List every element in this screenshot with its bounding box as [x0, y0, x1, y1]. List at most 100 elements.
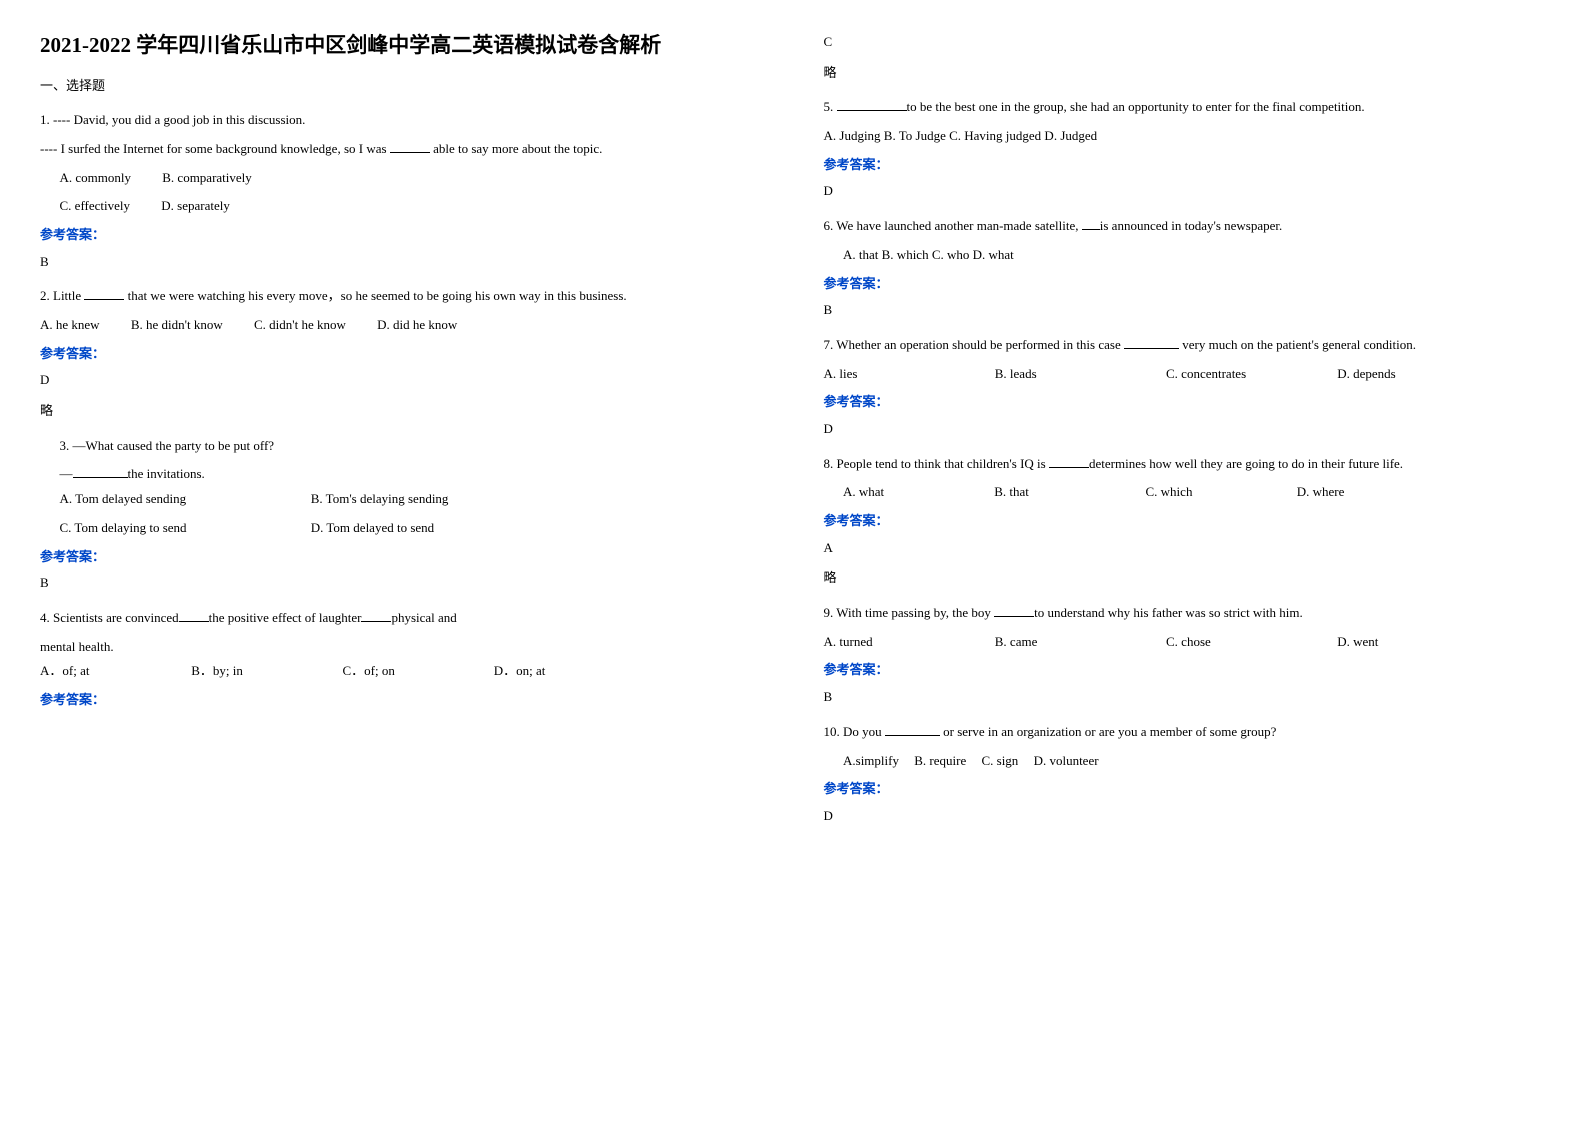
- q5-choices: A. Judging B. To Judge C. Having judged …: [824, 124, 1548, 149]
- q3-line2-post: the invitations.: [128, 466, 205, 481]
- q4-choice-d: D．on; at: [494, 659, 546, 684]
- q3-choices-row1: A. Tom delayed sending B. Tom's delaying…: [40, 487, 764, 512]
- q2-pre: 2. Little: [40, 288, 84, 303]
- answer-label: 参考答案：: [824, 658, 1548, 683]
- q3-answer: B: [40, 571, 764, 596]
- q2-answer: D: [40, 368, 764, 393]
- q10-choice-d: D. volunteer: [1034, 749, 1099, 774]
- q5-pre: 5.: [824, 99, 837, 114]
- blank: [390, 140, 430, 153]
- q1-answer: B: [40, 250, 764, 275]
- q4-line2: mental health.: [40, 635, 764, 660]
- right-column: C 略 5. to be the best one in the group, …: [824, 30, 1548, 835]
- q3-choices-row2: C. Tom delaying to send D. Tom delayed t…: [40, 516, 764, 541]
- answer-label: 参考答案：: [40, 342, 764, 367]
- q3-line2-pre: —: [60, 466, 73, 481]
- q1-line2-pre: ---- I surfed the Internet for some back…: [40, 141, 390, 156]
- q7-choice-d: D. depends: [1337, 362, 1396, 387]
- blank: [994, 604, 1034, 617]
- q10-choice-c: C. sign: [981, 749, 1018, 774]
- blank: [885, 723, 940, 736]
- q8-choice-a: A. what: [843, 480, 963, 505]
- answer-label: 参考答案：: [40, 223, 764, 248]
- q1-choice-c: C. effectively: [60, 194, 131, 219]
- q2-post: that we were watching his every move，so …: [124, 288, 626, 303]
- blank: [179, 609, 209, 622]
- q4-choices: A．of; at B．by; in C．of; on D．on; at: [40, 659, 764, 684]
- q6-post: is announced in today's newspaper.: [1100, 218, 1283, 233]
- q4-answer: C: [824, 30, 1548, 55]
- answer-label: 参考答案：: [824, 509, 1548, 534]
- q1-line2: ---- I surfed the Internet for some back…: [40, 137, 764, 162]
- q7-choice-b: B. leads: [995, 362, 1135, 387]
- q3-choice-a: A. Tom delayed sending: [60, 487, 280, 512]
- blank: [837, 99, 907, 112]
- q3-line1: 3. —What caused the party to be put off?: [40, 434, 764, 459]
- blank: [361, 609, 391, 622]
- q8-answer: A: [824, 536, 1548, 561]
- q1-choice-b: B. comparatively: [162, 166, 252, 191]
- left-column: 2021-2022 学年四川省乐山市中区剑峰中学高二英语模拟试卷含解析 一、选择…: [40, 30, 764, 835]
- answer-label: 参考答案：: [824, 777, 1548, 802]
- q8-choice-c: C. which: [1146, 480, 1266, 505]
- q10-stem: 10. Do you or serve in an organization o…: [824, 720, 1548, 745]
- q9-post: to understand why his father was so stri…: [1034, 605, 1303, 620]
- omit: 略: [40, 399, 764, 424]
- q4-pre1: 4. Scientists are convinced: [40, 610, 179, 625]
- q2-choice-d: D. did he know: [377, 313, 457, 338]
- q1-choice-d: D. separately: [161, 194, 230, 219]
- q7-pre: 7. Whether an operation should be perfor…: [824, 337, 1124, 352]
- q8-post: determines how well they are going to do…: [1089, 456, 1403, 471]
- q9-choice-b: B. came: [995, 630, 1135, 655]
- blank: [1124, 336, 1179, 349]
- answer-label: 参考答案：: [40, 688, 764, 713]
- q4-post1: physical and: [391, 610, 456, 625]
- omit: 略: [824, 61, 1548, 86]
- q2-choices: A. he knew B. he didn't know C. didn't h…: [40, 313, 764, 338]
- q8-stem: 8. People tend to think that children's …: [824, 452, 1548, 477]
- q10-answer: D: [824, 804, 1548, 829]
- q10-choices: A.simplify B. require C. sign D. volunte…: [824, 749, 1548, 774]
- page: 2021-2022 学年四川省乐山市中区剑峰中学高二英语模拟试卷含解析 一、选择…: [40, 30, 1547, 835]
- q9-pre: 9. With time passing by, the boy: [824, 605, 995, 620]
- q3-line2: — the invitations.: [40, 462, 764, 487]
- q3-choice-c: C. Tom delaying to send: [60, 516, 280, 541]
- q9-choice-c: C. chose: [1166, 630, 1306, 655]
- q6-choices: A. that B. which C. who D. what: [824, 243, 1548, 268]
- section-heading: 一、选择题: [40, 74, 764, 99]
- q2-stem: 2. Little that we were watching his ever…: [40, 284, 764, 309]
- q4-mid1: the positive effect of laughter: [209, 610, 362, 625]
- q1-choice-a: A. commonly: [60, 166, 132, 191]
- q2-choice-b: B. he didn't know: [131, 313, 223, 338]
- q6-stem: 6. We have launched another man-made sat…: [824, 214, 1548, 239]
- q3-choice-d: D. Tom delayed to send: [311, 516, 434, 541]
- q3-choice-b: B. Tom's delaying sending: [311, 487, 449, 512]
- q10-post: or serve in an organization or are you a…: [940, 724, 1277, 739]
- blank: [84, 288, 124, 301]
- q5-answer: D: [824, 179, 1548, 204]
- q10-pre: 10. Do you: [824, 724, 885, 739]
- q8-pre: 8. People tend to think that children's …: [824, 456, 1049, 471]
- q5-post: to be the best one in the group, she had…: [907, 99, 1365, 114]
- blank: [1082, 217, 1100, 230]
- q1-line1: 1. ---- David, you did a good job in thi…: [40, 108, 764, 133]
- q7-choice-a: A. lies: [824, 362, 964, 387]
- q7-choices: A. lies B. leads C. concentrates D. depe…: [824, 362, 1548, 387]
- q4-choice-b: B．by; in: [191, 659, 311, 684]
- q4-choice-c: C．of; on: [343, 659, 463, 684]
- q1-line2-post: able to say more about the topic.: [430, 141, 603, 156]
- omit: 略: [824, 566, 1548, 591]
- q2-choice-a: A. he knew: [40, 313, 100, 338]
- q6-pre: 6. We have launched another man-made sat…: [824, 218, 1082, 233]
- q1-choices-row1: A. commonly B. comparatively: [40, 166, 764, 191]
- title: 2021-2022 学年四川省乐山市中区剑峰中学高二英语模拟试卷含解析: [40, 30, 764, 62]
- q8-choice-d: D. where: [1297, 480, 1345, 505]
- answer-label: 参考答案：: [824, 390, 1548, 415]
- blank: [1049, 455, 1089, 468]
- q4-choice-a: A．of; at: [40, 659, 160, 684]
- q9-choice-a: A. turned: [824, 630, 964, 655]
- q2-choice-c: C. didn't he know: [254, 313, 346, 338]
- q9-choices: A. turned B. came C. chose D. went: [824, 630, 1548, 655]
- q10-choice-a: A.simplify: [843, 749, 899, 774]
- q5-stem: 5. to be the best one in the group, she …: [824, 95, 1548, 120]
